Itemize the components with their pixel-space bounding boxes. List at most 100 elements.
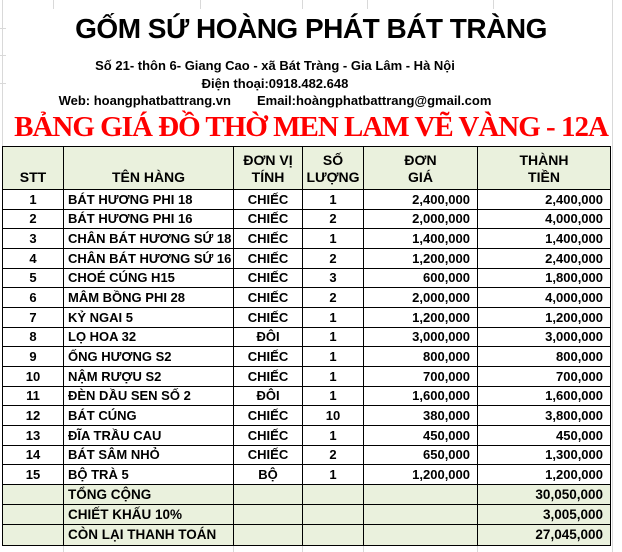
cell-ten-hang[interactable]: CHÂN BÁT HƯƠNG SỨ 16 [64,248,234,269]
cell-so-luong[interactable]: 1 [303,327,364,348]
cell-stt[interactable]: 7 [3,307,64,328]
cell-so-luong[interactable]: 1 [303,465,364,485]
cell-stt[interactable]: 9 [3,347,64,367]
summary-cell-stt[interactable] [3,524,64,545]
cell-thanh-tien[interactable]: 1,600,000 [478,387,610,407]
cell-don-vi-tinh[interactable]: CHIẾC [234,248,303,269]
summary-cell-thanh-tien[interactable]: 3,005,000 [478,504,610,525]
cell-don-gia[interactable]: 3,000,000 [364,327,478,348]
cell-don-gia[interactable]: 800,000 [364,347,478,367]
cell-stt[interactable]: 15 [3,465,64,485]
summary-cell-thanh-tien[interactable]: 30,050,000 [478,484,610,505]
cell-thanh-tien[interactable]: 3,000,000 [478,328,610,348]
header-cell-ten-hang[interactable]: TÊN HÀNG [64,147,234,190]
header-cell-don-gia[interactable]: ĐƠN GIÁ [364,147,478,190]
cell-don-vi-tinh[interactable]: CHIẾC [234,406,303,426]
cell-don-gia[interactable]: 380,000 [364,406,478,426]
cell-don-gia[interactable]: 2,000,000 [364,288,478,308]
cell-stt[interactable]: 6 [3,288,64,308]
cell-so-luong[interactable]: 2 [303,445,364,466]
cell-so-luong[interactable]: 1 [303,347,364,367]
summary-cell-thanh-tien[interactable]: 27,045,000 [478,524,610,545]
cell-ten-hang[interactable]: ĐĨA TRẦU CAU [64,425,234,446]
summary-cell-so-luong[interactable] [303,524,364,545]
cell-ten-hang[interactable]: NẬM RƯỢU S2 [64,366,234,387]
cell-so-luong[interactable]: 2 [303,248,364,269]
cell-thanh-tien[interactable]: 1,400,000 [478,229,610,249]
cell-ten-hang[interactable]: ỐNG HƯƠNG S2 [64,347,234,367]
cell-don-gia[interactable]: 1,200,000 [364,248,478,269]
cell-thanh-tien[interactable]: 1,200,000 [478,308,610,328]
cell-thanh-tien[interactable]: 450,000 [478,426,610,446]
header-cell-thanh-tien[interactable]: THÀNH TIỀN [478,147,610,190]
cell-ten-hang[interactable]: LỌ HOA 32 [64,327,234,348]
cell-don-vi-tinh[interactable]: CHIẾC [234,288,303,308]
summary-cell-don-gia[interactable] [364,504,478,525]
cell-thanh-tien[interactable]: 1,800,000 [478,269,610,289]
cell-don-vi-tinh[interactable]: CHIẾC [234,190,303,210]
cell-don-vi-tinh[interactable]: CHIẾC [234,229,303,249]
cell-thanh-tien[interactable]: 1,200,000 [478,465,610,485]
cell-don-vi-tinh[interactable]: CHIẾC [234,347,303,367]
cell-so-luong[interactable]: 1 [303,386,364,407]
cell-stt[interactable]: 4 [3,248,64,269]
cell-so-luong[interactable]: 10 [303,406,364,426]
summary-cell-stt[interactable] [3,484,64,505]
summary-cell-ten-hang[interactable]: CÒN LẠI THANH TOÁN [64,524,234,545]
cell-ten-hang[interactable]: BÁT HƯƠNG PHI 16 [64,209,234,230]
cell-stt[interactable]: 3 [3,229,64,249]
cell-ten-hang[interactable]: BỘ TRÀ 5 [64,465,234,485]
cell-don-vi-tinh[interactable]: CHIẾC [234,445,303,466]
cell-so-luong[interactable]: 3 [303,268,364,289]
summary-cell-ten-hang[interactable]: TỔNG CỘNG [64,484,234,505]
cell-don-gia[interactable]: 700,000 [364,366,478,387]
cell-so-luong[interactable]: 1 [303,366,364,387]
cell-ten-hang[interactable]: ĐÈN DẦU SEN SỐ 2 [64,386,234,407]
cell-thanh-tien[interactable]: 4,000,000 [478,210,610,230]
cell-don-gia[interactable]: 2,000,000 [364,209,478,230]
header-cell-don-vi-tinh[interactable]: ĐƠN VỊ TÍNH [234,147,303,190]
cell-thanh-tien[interactable]: 1,300,000 [478,446,610,466]
cell-don-gia[interactable]: 1,200,000 [364,465,478,485]
cell-thanh-tien[interactable]: 700,000 [478,367,610,387]
summary-cell-don-gia[interactable] [364,484,478,505]
cell-stt[interactable]: 11 [3,386,64,407]
cell-stt[interactable]: 8 [3,327,64,348]
cell-don-gia[interactable]: 1,600,000 [364,386,478,407]
cell-thanh-tien[interactable]: 4,000,000 [478,288,610,308]
cell-ten-hang[interactable]: MÂM BỒNG PHI 28 [64,288,234,308]
summary-cell-so-luong[interactable] [303,484,364,505]
cell-so-luong[interactable]: 1 [303,307,364,328]
cell-don-gia[interactable]: 1,400,000 [364,229,478,249]
cell-stt[interactable]: 13 [3,425,64,446]
cell-thanh-tien[interactable]: 2,400,000 [478,249,610,269]
cell-so-luong[interactable]: 1 [303,190,364,210]
cell-so-luong[interactable]: 2 [303,288,364,308]
cell-stt[interactable]: 1 [3,190,64,210]
header-cell-so-luong[interactable]: SỐ LƯỢNG [303,147,364,190]
cell-ten-hang[interactable]: BÁT CÚNG [64,406,234,426]
cell-don-vi-tinh[interactable]: CHIẾC [234,425,303,446]
cell-ten-hang[interactable]: KỶ NGAI 5 [64,307,234,328]
cell-don-gia[interactable]: 650,000 [364,445,478,466]
cell-so-luong[interactable]: 2 [303,209,364,230]
summary-cell-don-gia[interactable] [364,524,478,545]
cell-don-gia[interactable]: 600,000 [364,268,478,289]
summary-cell-stt[interactable] [3,504,64,525]
cell-don-vi-tinh[interactable]: BỘ [234,465,303,485]
summary-cell-so-luong[interactable] [303,504,364,525]
cell-ten-hang[interactable]: BÁT SÂM NHỎ [64,445,234,466]
summary-cell-don-vi-tinh[interactable] [234,524,303,545]
cell-ten-hang[interactable]: CHÂN BÁT HƯƠNG SỨ 18 [64,229,234,249]
cell-so-luong[interactable]: 1 [303,425,364,446]
summary-cell-don-vi-tinh[interactable] [234,504,303,525]
cell-don-gia[interactable]: 1,200,000 [364,307,478,328]
cell-stt[interactable]: 12 [3,406,64,426]
header-cell-stt[interactable]: STT [3,147,64,190]
cell-ten-hang[interactable]: CHOÉ CÚNG H15 [64,268,234,289]
cell-so-luong[interactable]: 1 [303,229,364,249]
cell-thanh-tien[interactable]: 2,400,000 [478,190,610,210]
cell-stt[interactable]: 2 [3,209,64,230]
summary-cell-don-vi-tinh[interactable] [234,484,303,505]
summary-cell-ten-hang[interactable]: CHIẾT KHẤU 10% [64,504,234,525]
